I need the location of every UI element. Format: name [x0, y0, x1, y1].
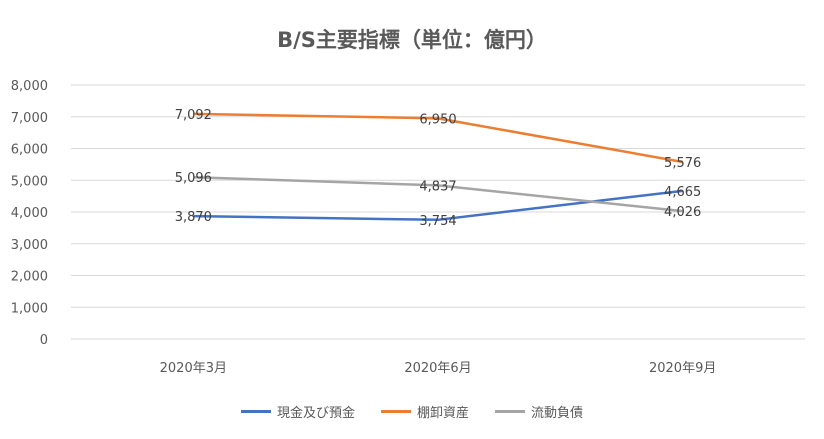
x-tick-label: 2020年6月 [404, 361, 471, 376]
y-tick-label: 7,000 [11, 111, 48, 126]
legend-swatch [495, 410, 525, 413]
x-tick-label: 2020年3月 [160, 361, 227, 376]
legend-item: 現金及び預金 [240, 402, 355, 421]
data-label: 3,870 [175, 210, 212, 225]
series-line [193, 175, 683, 213]
legend-label: 流動負債 [531, 406, 584, 421]
data-label: 4,026 [664, 205, 701, 220]
legend-swatch [380, 410, 411, 413]
y-tick-label: 2,000 [11, 270, 48, 285]
data-label: 5,576 [664, 156, 701, 171]
y-tick-label: 8,000 [11, 79, 48, 94]
y-tick-label: 6,000 [11, 143, 48, 158]
legend-swatch [240, 410, 271, 413]
chart-title: B/S主要指標（単位：億円） [277, 28, 547, 52]
y-tick-label: 3,000 [11, 238, 48, 253]
legend: 現金及び預金 棚卸資産 流動負債 [0, 402, 824, 421]
data-label: 5,096 [175, 171, 212, 186]
data-label: 3,754 [419, 214, 456, 229]
y-tick-label: 5,000 [11, 174, 48, 189]
legend-item: 流動負債 [495, 402, 583, 421]
legend-item: 棚卸資産 [380, 402, 469, 421]
series-line [193, 189, 683, 222]
y-tick-label: 0 [40, 333, 48, 348]
legend-label: 棚卸資産 [416, 406, 469, 421]
x-tick-label: 2020年9月 [649, 361, 716, 376]
series-line [193, 112, 683, 164]
data-label: 6,950 [419, 112, 456, 127]
data-label: 4,665 [664, 185, 701, 200]
y-tick-label: 4,000 [11, 206, 48, 221]
data-label: 7,092 [175, 108, 212, 123]
legend-label: 現金及び預金 [276, 406, 355, 421]
y-tick-label: 1,000 [11, 301, 48, 316]
data-label: 4,837 [419, 179, 456, 194]
